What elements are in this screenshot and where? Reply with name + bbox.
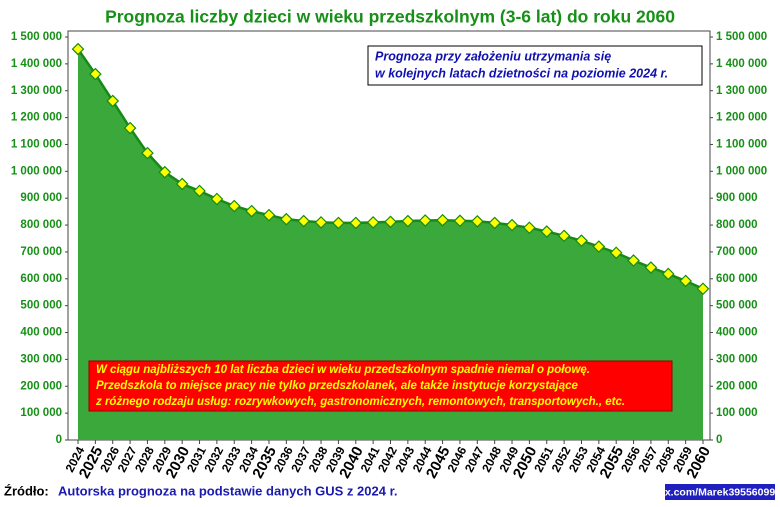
marker: [245, 204, 258, 218]
highlight-text: W ciągu najbliższych 10 lat liczba dziec…: [96, 364, 590, 376]
plot-area: 0 100 000 200 000 300 000 400 000 500 000 600 …: [11, 30, 767, 481]
marker: [123, 121, 137, 135]
marker: [89, 67, 102, 81]
y2-tick-label: 500 000: [716, 300, 758, 312]
marker: [262, 208, 276, 222]
marker: [488, 216, 502, 230]
source-label: Źródło:: [4, 483, 49, 498]
marker: [505, 218, 519, 232]
y2-tick-label: 100 000: [716, 407, 758, 419]
chart-title: Prognoza liczby dzieci w wieku przedszko…: [105, 7, 675, 27]
y2-tick-label: 1 400 000: [716, 58, 767, 70]
y-tick-label: 200 000: [20, 380, 62, 392]
marker: [644, 261, 658, 274]
y-tick-label: 1 400 000: [11, 58, 62, 70]
y2-tick-label: 1 200 000: [716, 112, 767, 124]
marker: [106, 94, 120, 108]
y-tick-label: 1 300 000: [11, 85, 62, 97]
marker: [141, 146, 154, 160]
y-tick-label: 900 000: [20, 192, 62, 204]
y-tick-label: 400 000: [20, 327, 62, 339]
marker: [453, 214, 467, 228]
y-tick-label: 1 100 000: [11, 138, 62, 150]
marker: [384, 215, 397, 229]
marker: [679, 274, 692, 288]
marker: [523, 221, 536, 235]
note-text: w kolejnych latach dzietności na poziomi…: [375, 66, 668, 80]
y-tick-label: 0: [56, 434, 62, 446]
y-tick-label: 700 000: [20, 246, 62, 258]
area: [78, 49, 703, 441]
marker: [71, 42, 85, 56]
marker: [314, 216, 328, 229]
marker: [349, 216, 363, 230]
y2-tick-label: 1 500 000: [716, 31, 767, 43]
y-tick-label: 500 000: [20, 300, 62, 312]
y2-tick-label: 300 000: [716, 353, 758, 365]
marker: [575, 234, 588, 247]
marker: [470, 214, 484, 228]
marker: [540, 225, 554, 238]
y2-tick-label: 600 000: [716, 273, 758, 285]
highlight-box: [88, 360, 673, 412]
y2-tick-label: 0: [716, 434, 722, 446]
note-box: [367, 45, 703, 86]
y2-tick-label: 1 000 000: [716, 165, 767, 177]
watermark-box: [665, 484, 775, 500]
y-tick-label: 1 000 000: [11, 165, 62, 177]
marker: [436, 213, 449, 227]
marker: [210, 192, 224, 206]
marker: [227, 199, 241, 213]
watermark: x.com/Marek39556099: [665, 486, 775, 498]
y-tick-label: 1 200 000: [11, 112, 62, 124]
y2-tick-label: 1 300 000: [716, 85, 767, 97]
marker: [627, 254, 640, 267]
marker: [279, 212, 293, 226]
marker: [297, 214, 311, 228]
highlight-text: z różnego rodzaju usług: rozrywkowych, g…: [95, 396, 625, 408]
y2-tick-label: 800 000: [716, 219, 758, 231]
marker: [332, 216, 345, 230]
note-text: Prognoza przy założeniu utrzymania się: [375, 49, 611, 63]
y-tick-label: 300 000: [20, 353, 62, 365]
y2-tick-label: 900 000: [716, 192, 758, 204]
source: Autorska prognoza na podstawie danych GU…: [58, 483, 398, 498]
y-tick-label: 1 500 000: [11, 31, 62, 43]
marker: [609, 246, 623, 260]
highlight-text: Przedszkola to miejsce pracy nie tylko p…: [96, 380, 579, 392]
y-tick-label: 100 000: [20, 407, 62, 419]
y2-tick-label: 200 000: [716, 380, 758, 392]
marker: [175, 177, 189, 191]
marker: [366, 216, 380, 229]
marker: [401, 214, 415, 228]
marker: [592, 240, 606, 253]
marker: [193, 184, 206, 198]
y2-tick-label: 1 100 000: [716, 138, 767, 150]
marker: [696, 282, 710, 296]
marker: [557, 229, 571, 243]
marker: [661, 267, 675, 281]
y-tick-label: 600 000: [20, 273, 62, 285]
marker: [418, 214, 432, 227]
y2-tick-label: 400 000: [716, 327, 758, 339]
y-tick-label: 800 000: [20, 219, 62, 231]
marker: [158, 165, 172, 179]
y2-tick-label: 700 000: [716, 246, 758, 258]
